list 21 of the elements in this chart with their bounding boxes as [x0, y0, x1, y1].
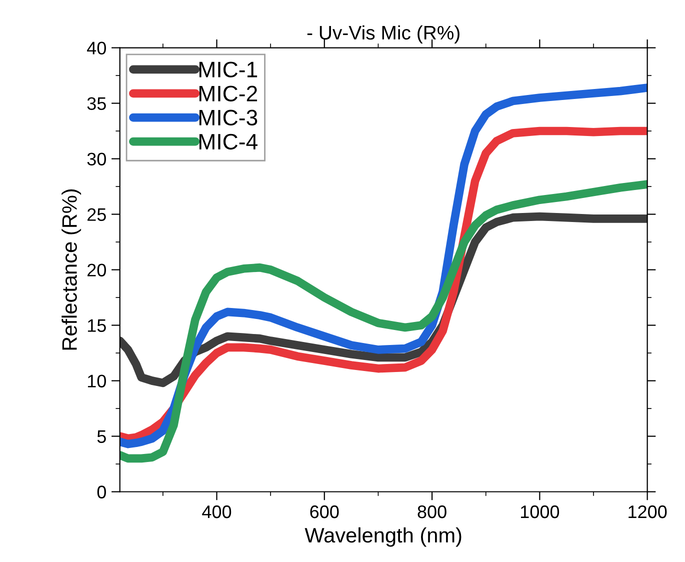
y-tick-label: 30	[87, 152, 106, 166]
y-axis-title: Reflectance (R%)	[62, 189, 82, 350]
legend-label: MIC-4	[199, 134, 258, 150]
y-tick-label: 20	[88, 264, 106, 276]
x-tick-label: 800	[418, 505, 446, 518]
legend-label: MIC-2	[199, 86, 258, 102]
legend-label: MIC-3	[199, 110, 258, 126]
legend-label: MIC-1	[199, 62, 258, 78]
y-tick-label: 25	[88, 208, 106, 221]
x-tick-label: 1200	[628, 505, 667, 518]
x-tick-label: 600	[310, 505, 339, 518]
x-tick-label: 400	[202, 505, 232, 518]
x-tick-label: 1000	[520, 505, 560, 518]
y-tick-label: 35	[87, 97, 106, 110]
y-tick-label: 10	[88, 374, 106, 388]
chart-title: - Uv-Vis Mic (R%)	[307, 25, 460, 44]
y-tick-label: 40	[87, 42, 106, 54]
y-tick-label: 15	[88, 319, 106, 332]
x-axis-title: Wavelength (nm)	[304, 527, 462, 547]
y-tick-label: 0	[97, 486, 106, 498]
y-tick-label: 5	[97, 430, 106, 443]
